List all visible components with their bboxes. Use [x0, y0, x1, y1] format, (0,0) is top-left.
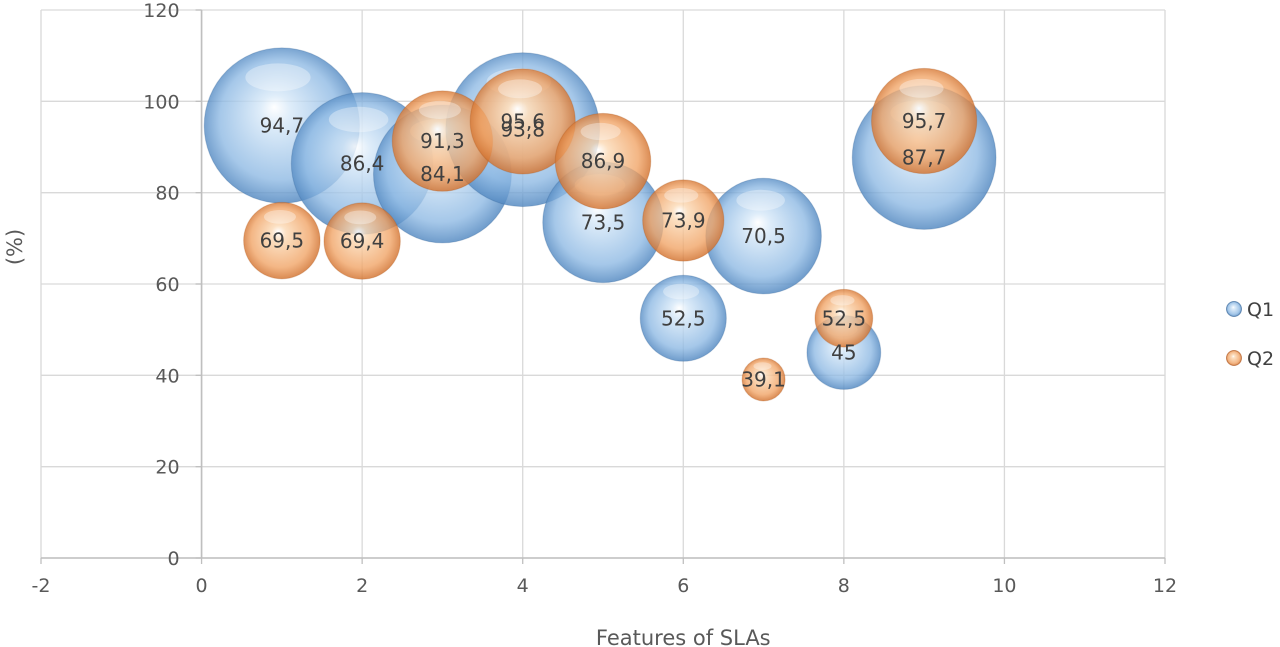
- data-label-q1: 45: [831, 341, 856, 365]
- y-tick-label: 20: [155, 457, 179, 479]
- legend-marker: [1226, 301, 1242, 317]
- x-axis-title: Features of SLAs: [596, 626, 771, 647]
- data-label-q2: 86,9: [581, 149, 626, 173]
- x-tick-label: 2: [356, 575, 368, 597]
- data-label-q1: 70,5: [741, 224, 786, 248]
- y-tick-label: 0: [167, 548, 179, 570]
- data-label-q1: 73,5: [581, 210, 626, 234]
- bubble-q1: [705, 177, 822, 295]
- bubble-q2: [642, 179, 725, 262]
- gridlines: [40, 9, 1166, 559]
- data-labels: 94,7 86,4 84,1 93,8 73,5 52,5 70,5 45 87,7 69,5 69…: [260, 109, 947, 391]
- x-tick-label: 4: [517, 575, 529, 597]
- x-tick-label: -2: [32, 575, 51, 597]
- y-tick-label: 80: [155, 183, 179, 205]
- y-axis-title: (%): [3, 229, 27, 265]
- data-label-q1: 94,7: [260, 114, 305, 138]
- x-tick-label: 0: [196, 575, 208, 597]
- data-label-q2: 95,6: [500, 109, 545, 133]
- legend-marker: [1226, 350, 1242, 366]
- x-tick-label: 10: [992, 575, 1016, 597]
- data-label-q2: 95,7: [902, 109, 947, 133]
- legend-item-q2: Q2: [1226, 348, 1274, 370]
- data-label-q1: 93,8: [500, 118, 545, 142]
- data-label-q1: 87,7: [902, 146, 947, 170]
- legend-label: Q2: [1247, 348, 1274, 370]
- x-tick-label: 12: [1153, 575, 1177, 597]
- x-tick-label: 8: [838, 575, 850, 597]
- data-label-q2: 69,5: [260, 229, 305, 253]
- y-tick-label: 120: [143, 0, 179, 22]
- data-label-q2: 69,4: [340, 229, 385, 253]
- bubble-q2: [469, 68, 576, 175]
- bubble-q2: [871, 67, 978, 175]
- y-tick-label: 60: [155, 274, 179, 296]
- data-label-q2: 39,1: [741, 367, 786, 391]
- data-label-q2: 52,5: [822, 306, 867, 330]
- bubble-q2: [391, 90, 494, 192]
- data-label-q2: 91,3: [420, 129, 465, 153]
- data-label-q1: 84,1: [420, 162, 465, 186]
- legend: Q1 Q2: [1226, 299, 1274, 370]
- x-tick-label: 6: [677, 575, 689, 597]
- data-label-q2: 73,9: [661, 209, 706, 233]
- y-tick-label: 100: [143, 91, 179, 113]
- legend-label: Q1: [1247, 299, 1274, 321]
- bubble-q1: [639, 274, 727, 362]
- data-label-q1: 86,4: [340, 151, 385, 175]
- bubble-q2: [814, 288, 874, 348]
- y-tick-label: 40: [155, 365, 179, 387]
- data-label-q1: 52,5: [661, 306, 706, 330]
- legend-item-q1: Q1: [1226, 299, 1274, 321]
- bubble-q2: [243, 201, 321, 280]
- bubble-q2: [554, 112, 652, 210]
- bubble-q2: [741, 357, 786, 402]
- bubbles: [203, 47, 997, 402]
- bubble-q2: [323, 202, 401, 280]
